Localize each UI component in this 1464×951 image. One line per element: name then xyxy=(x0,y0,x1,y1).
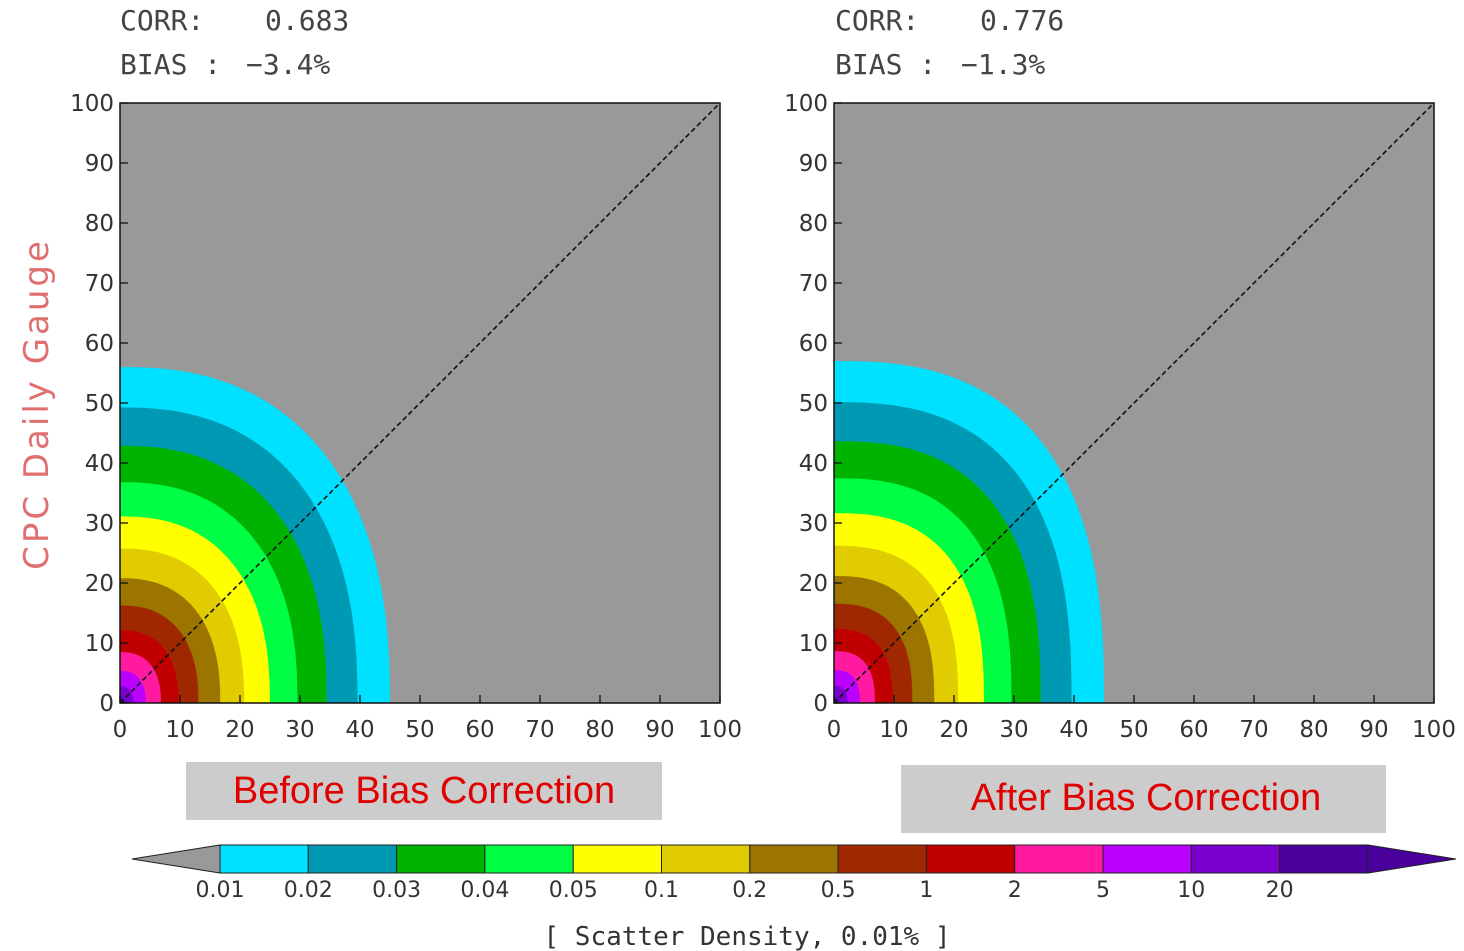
corr-label-before: CORR: xyxy=(120,4,204,37)
y-tick-label: 80 xyxy=(799,211,828,237)
x-tick-label: 90 xyxy=(1359,717,1388,743)
x-tick-label: 10 xyxy=(879,717,908,743)
colorbar-above-arrow xyxy=(1367,844,1456,874)
corr-label-after: CORR: xyxy=(835,4,919,37)
colorbar-swatch-0.04 xyxy=(484,844,574,874)
x-tick-label: 80 xyxy=(585,717,614,743)
colorbar-below-arrow xyxy=(131,844,221,874)
y-tick-label: 100 xyxy=(784,91,828,117)
caption-box-before xyxy=(186,762,662,820)
y-tick-label: 100 xyxy=(70,91,114,117)
colorbar-swatch-0.02 xyxy=(307,844,398,874)
colorbar-tick-label: 10 xyxy=(1177,878,1205,903)
x-tick-label: 0 xyxy=(827,717,842,743)
colorbar-swatch-0.2 xyxy=(749,844,839,874)
colorbar-tick-label: 0.05 xyxy=(549,878,598,903)
x-tick-label: 10 xyxy=(165,717,194,743)
colorbar-swatch-2 xyxy=(1014,844,1104,874)
panel-before: CORR: 0.683 BIAS : −3.4% CPC Daily Gauge… xyxy=(17,4,742,820)
y-tick-label: 10 xyxy=(85,631,114,657)
x-tick-label: 30 xyxy=(999,717,1028,743)
colorbar-tick-label: 0.01 xyxy=(196,878,245,903)
corr-value-after: 0.776 xyxy=(980,4,1064,37)
one-to-one-line xyxy=(119,102,721,704)
colorbar-swatch-20 xyxy=(1279,844,1369,874)
colorbar-tick-label: 20 xyxy=(1266,878,1294,903)
colorbar-tick-label: 0.5 xyxy=(821,878,856,903)
x-tick-label: 50 xyxy=(1119,717,1148,743)
x-tick-label: 60 xyxy=(1179,717,1208,743)
scatter-density-plot-before: 00 10 10 20 20 30 30 40 40 50 50 60 60 70 70 80 80 90 90 10… xyxy=(70,91,742,743)
y-tick-label: 60 xyxy=(799,331,828,357)
y-tick-label: 20 xyxy=(85,571,114,597)
y-tick-label: 50 xyxy=(85,391,114,417)
x-tick-label: 80 xyxy=(1299,717,1328,743)
caption-after: After Bias Correction xyxy=(971,777,1322,819)
y-tick-label: 30 xyxy=(799,511,828,537)
y-tick-label: 0 xyxy=(99,691,114,717)
y-tick-label: 70 xyxy=(799,271,828,297)
caption-before: Before Bias Correction xyxy=(233,770,615,812)
colorbar-swatch-0.05 xyxy=(572,844,663,874)
colorbar-tick-label: 1 xyxy=(919,878,933,903)
x-tick-label: 90 xyxy=(645,717,674,743)
x-tick-label: 30 xyxy=(285,717,314,743)
x-tick-label: 70 xyxy=(525,717,554,743)
x-tick-label: 40 xyxy=(345,717,374,743)
colorbar-tick-label: 0.1 xyxy=(644,878,679,903)
y-tick-label: 50 xyxy=(799,391,828,417)
x-tick-label: 20 xyxy=(939,717,968,743)
y-tick-label: 40 xyxy=(85,451,114,477)
x-tick-label: 100 xyxy=(1412,717,1456,743)
one-to-one-line xyxy=(833,102,1435,704)
colorbar-swatch-0.1 xyxy=(661,844,751,874)
colorbar-swatch-0.01 xyxy=(219,844,309,874)
colorbar-swatch-1 xyxy=(925,844,1016,874)
colorbar-title: [ Scatter Density, 0.01% ] xyxy=(544,922,951,951)
x-tick-label: 40 xyxy=(1059,717,1088,743)
colorbar-tick-label: 0.02 xyxy=(284,878,333,903)
y-tick-label: 70 xyxy=(85,271,114,297)
x-tick-label: 70 xyxy=(1239,717,1268,743)
bias-label-before: BIAS : xyxy=(120,48,221,81)
bias-value-after: −1.3% xyxy=(961,48,1045,81)
colorbar-swatch-5 xyxy=(1102,844,1192,874)
y-axis-label: CPC Daily Gauge xyxy=(17,238,57,570)
colorbar-tick-label: 5 xyxy=(1096,878,1110,903)
x-tick-label: 20 xyxy=(225,717,254,743)
colorbar-swatch-0.5 xyxy=(837,844,927,874)
corr-value-before: 0.683 xyxy=(265,4,349,37)
colorbar: 0.01 0.02 0.03 0.04 0.05 0.1 0.2 0.5 1 2 5 10 20 xyxy=(131,844,1456,903)
y-tick-label: 90 xyxy=(85,151,114,177)
bias-value-before: −3.4% xyxy=(246,48,330,81)
colorbar-tick-label: 0.03 xyxy=(372,878,421,903)
y-tick-label: 80 xyxy=(85,211,114,237)
x-tick-label: 100 xyxy=(698,717,742,743)
caption-box-after xyxy=(901,765,1386,833)
y-tick-label: 90 xyxy=(799,151,828,177)
colorbar-swatch-10 xyxy=(1190,844,1281,874)
density-level-10 xyxy=(120,686,134,703)
x-tick-label: 60 xyxy=(465,717,494,743)
y-tick-label: 60 xyxy=(85,331,114,357)
y-tick-label: 10 xyxy=(799,631,828,657)
y-tick-label: 20 xyxy=(799,571,828,597)
colorbar-tick-label: 2 xyxy=(1008,878,1022,903)
colorbar-swatch-0.03 xyxy=(396,844,486,874)
y-tick-label: 30 xyxy=(85,511,114,537)
x-tick-label: 0 xyxy=(113,717,128,743)
y-tick-label: 40 xyxy=(799,451,828,477)
panel-after: CORR: 0.776 BIAS : −1.3% 00 10 10 20 20 30 30 4… xyxy=(784,4,1456,833)
colorbar-tick-label: 0.04 xyxy=(460,878,509,903)
y-tick-label: 0 xyxy=(813,691,828,717)
colorbar-tick-label: 0.2 xyxy=(732,878,767,903)
x-tick-label: 50 xyxy=(405,717,434,743)
scatter-density-plot-after: 00 10 10 20 20 30 30 40 40 50 50 60 60 70 70 80 80 90 90 10… xyxy=(784,91,1456,743)
bias-label-after: BIAS : xyxy=(835,48,936,81)
